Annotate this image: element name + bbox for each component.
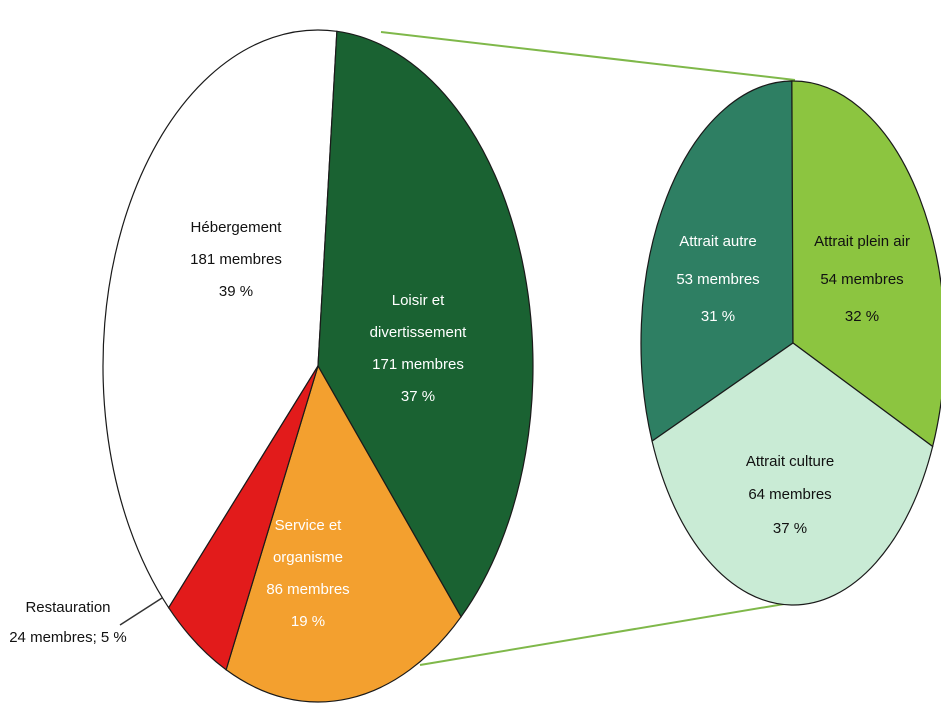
label-service-name-2: organisme [273,549,343,566]
label-attrait-autre-name: Attrait autre [679,233,757,250]
label-attrait-autre-members: 53 membres [676,271,759,288]
label-loisir-name-2: divertissement [370,324,468,341]
main-pie [103,30,533,702]
connector-line-top [381,32,795,80]
label-attrait-plein-air-name: Attrait plein air [814,233,910,250]
label-service-members: 86 membres [266,581,349,598]
label-restauration: Restauration 24 membres; 5 % [9,599,127,646]
label-loisir-name-1: Loisir et [392,292,445,309]
label-hebergement-name: Hébergement [191,219,283,236]
label-service-percent: 19 % [291,613,325,630]
label-attrait-plein-air-members: 54 membres [820,271,903,288]
label-restauration-members: 24 membres; 5 % [9,629,127,646]
restauration-leader-line [120,598,162,625]
label-loisir-members: 171 membres [372,356,464,373]
label-attrait-autre-percent: 31 % [701,308,735,325]
label-service-name-1: Service et [275,517,343,534]
label-attrait-culture-members: 64 membres [748,486,831,503]
label-restauration-name: Restauration [25,599,110,616]
label-hebergement-percent: 39 % [219,283,253,300]
label-attrait-culture-percent: 37 % [773,520,807,537]
label-attrait-culture-name: Attrait culture [746,453,834,470]
label-hebergement-members: 181 membres [190,251,282,268]
label-attrait-plein-air-percent: 32 % [845,308,879,325]
label-loisir-percent: 37 % [401,388,435,405]
connector-line-bottom [420,600,808,665]
